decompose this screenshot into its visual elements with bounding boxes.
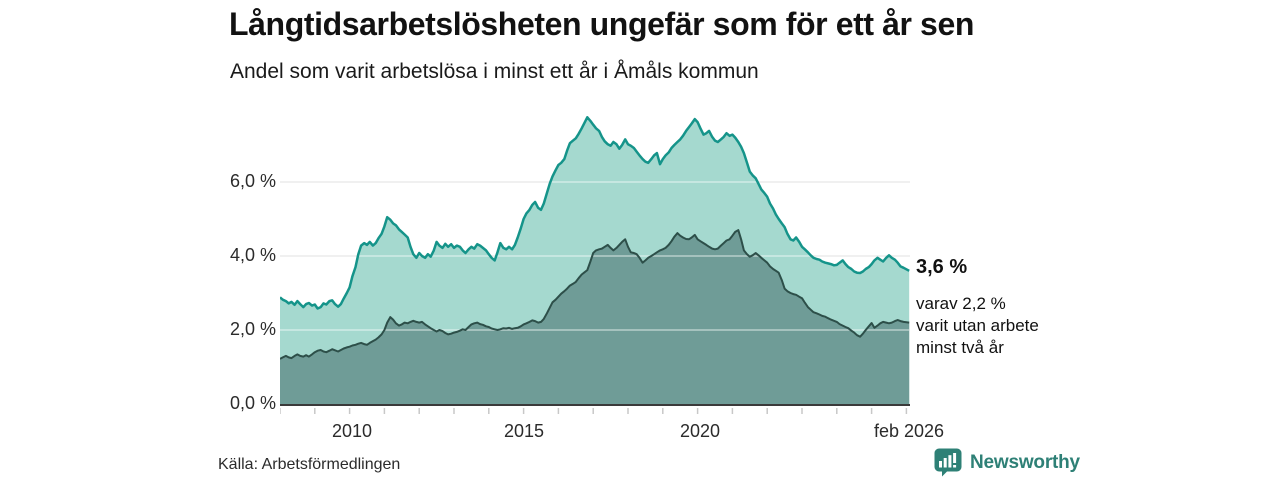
inner-series-note: varav 2,2 % varit utan arbete minst två år [916,294,1039,357]
x-axis-tick-2015: 2015 [503,421,545,441]
page-subtitle: Andel som varit arbetslösa i minst ett å… [230,60,759,83]
y-axis-tick-6: 6,0 % [229,171,276,191]
x-axis-tick-2010: 2010 [331,421,373,441]
x-axis-tick-2020: 2020 [679,421,721,441]
source-label: Källa: Arbetsförmedlingen [218,456,401,473]
total-end-value-label: 3,6 % [916,256,968,278]
x-axis-tick-feb-2026: feb 2026 [873,421,945,441]
y-axis-tick-2: 2,0 % [229,319,276,339]
newsworthy-wordmark: Newsworthy [970,451,1080,473]
newsworthy-logo: Newsworthy [934,448,1080,477]
newsworthy-bubble-chart-icon [934,448,962,477]
area-chart [280,116,910,414]
y-axis-tick-0: 0,0 % [229,393,276,413]
y-axis-tick-4: 4,0 % [229,245,276,265]
page-title: Långtidsarbetslösheten ungefär som för e… [229,6,974,42]
